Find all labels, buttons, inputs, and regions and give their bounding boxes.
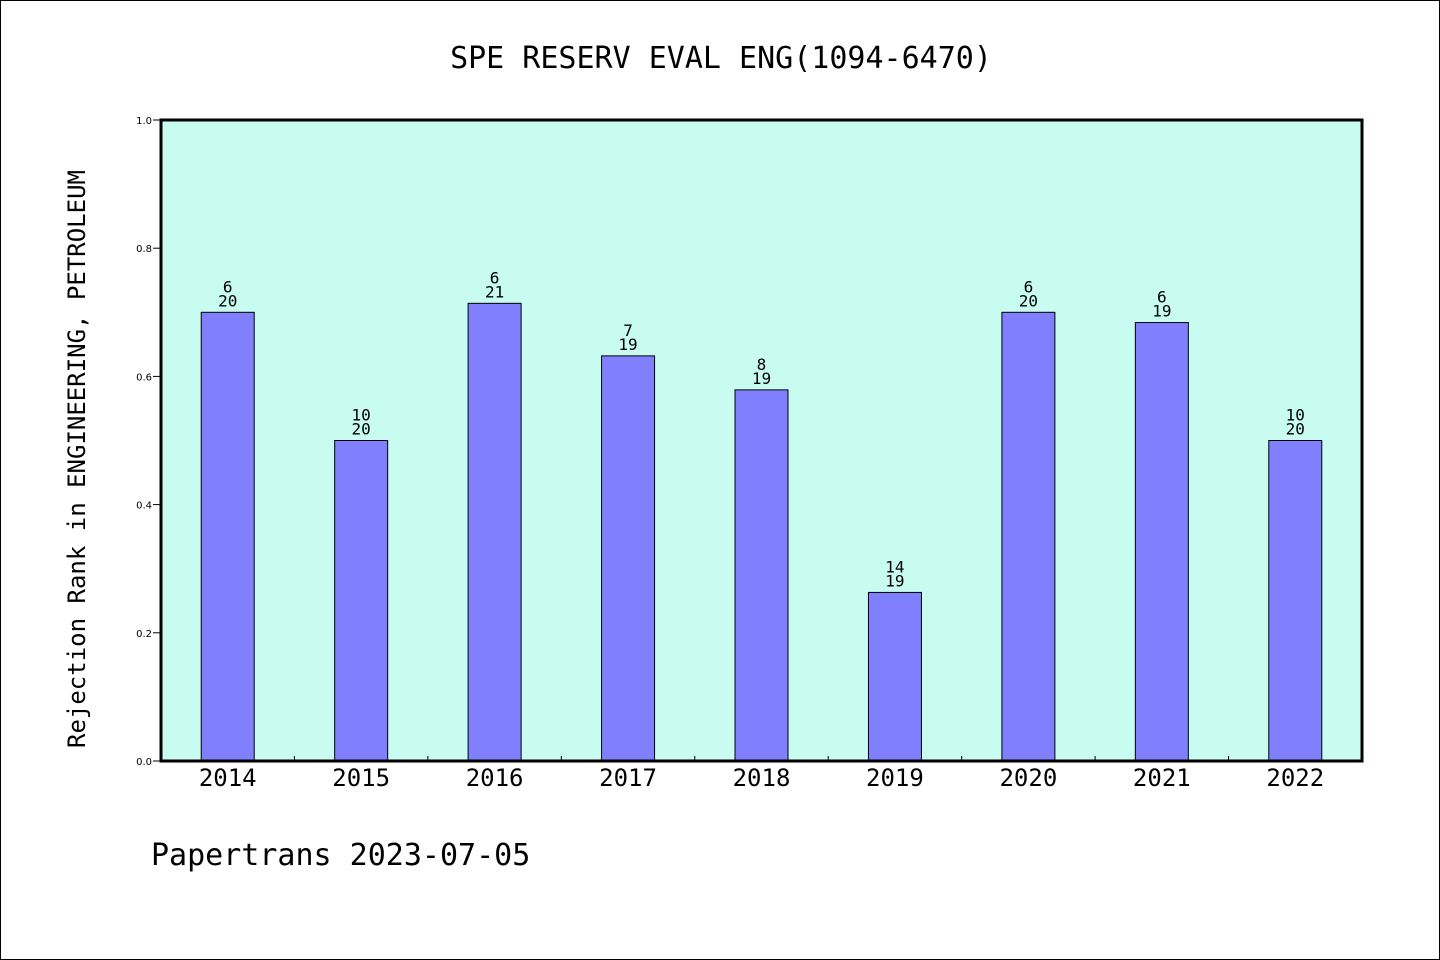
bar-total-label: 20 bbox=[1286, 420, 1305, 439]
x-tick-label: 2020 bbox=[999, 764, 1057, 792]
bars-group bbox=[200, 302, 1323, 762]
bar-total-label: 21 bbox=[485, 282, 504, 301]
bar-total-label: 19 bbox=[752, 369, 771, 388]
bar-total-label: 19 bbox=[618, 335, 637, 354]
bar-total-label: 20 bbox=[218, 291, 237, 310]
bar-2014 bbox=[200, 311, 255, 762]
x-tick-label: 2014 bbox=[199, 764, 257, 792]
x-tick-label: 2015 bbox=[332, 764, 390, 792]
bar-rank-label: 7 bbox=[623, 321, 633, 340]
bar-total-label: 19 bbox=[1152, 302, 1171, 321]
bar-2021 bbox=[1134, 322, 1189, 762]
y-tick-label: 1.0 bbox=[136, 116, 152, 127]
y-tick-label: 0.8 bbox=[136, 244, 152, 255]
bar-2017 bbox=[601, 355, 656, 762]
y-tick-label: 0.4 bbox=[136, 501, 152, 512]
bar-total-label: 19 bbox=[885, 571, 904, 590]
bar-2018 bbox=[734, 389, 789, 762]
x-tick-label: 2017 bbox=[599, 764, 657, 792]
bar-2016 bbox=[467, 302, 522, 762]
y-axis-ticks: 0.0 0.2 0.4 0.6 0.8 1.0 bbox=[136, 116, 161, 768]
footer-text: Papertrans 2023-07-05 bbox=[151, 838, 530, 873]
x-tick-label: 2018 bbox=[733, 764, 791, 792]
bar-rank-label: 10 bbox=[352, 406, 371, 425]
chart-title: SPE RESERV EVAL ENG(1094-6470) bbox=[450, 41, 992, 76]
x-axis-ticks: 2014 2015 2016 2017 2018 2019 2020 2021 2022 bbox=[199, 756, 1324, 792]
y-tick-label: 0.2 bbox=[136, 629, 152, 640]
bar-rank-label: 10 bbox=[1286, 406, 1305, 425]
bar-2019 bbox=[867, 591, 922, 762]
bar-rank-label: 14 bbox=[885, 557, 904, 576]
bar-2020 bbox=[1001, 311, 1056, 762]
x-tick-label: 2021 bbox=[1133, 764, 1191, 792]
y-tick-label: 0.6 bbox=[136, 372, 152, 383]
bar-total-label: 20 bbox=[352, 420, 371, 439]
bar-rank-label: 6 bbox=[1024, 277, 1034, 296]
x-tick-label: 2019 bbox=[866, 764, 924, 792]
bar-rank-label: 6 bbox=[490, 268, 500, 287]
y-tick-label: 0.0 bbox=[136, 757, 152, 768]
bar-rank-label: 8 bbox=[757, 355, 767, 374]
y-axis-label: Rejection Rank in ENGINEERING, PETROLEUM bbox=[63, 170, 91, 748]
bar-rank-label: 6 bbox=[1157, 288, 1167, 307]
plot-frame bbox=[159, 118, 1364, 763]
bar-rank-label: 6 bbox=[223, 277, 233, 296]
bar-2015 bbox=[334, 440, 389, 762]
x-tick-label: 2022 bbox=[1266, 764, 1324, 792]
bar-total-label: 20 bbox=[1019, 291, 1038, 310]
x-tick-label: 2016 bbox=[466, 764, 524, 792]
bar-2022 bbox=[1268, 440, 1323, 762]
